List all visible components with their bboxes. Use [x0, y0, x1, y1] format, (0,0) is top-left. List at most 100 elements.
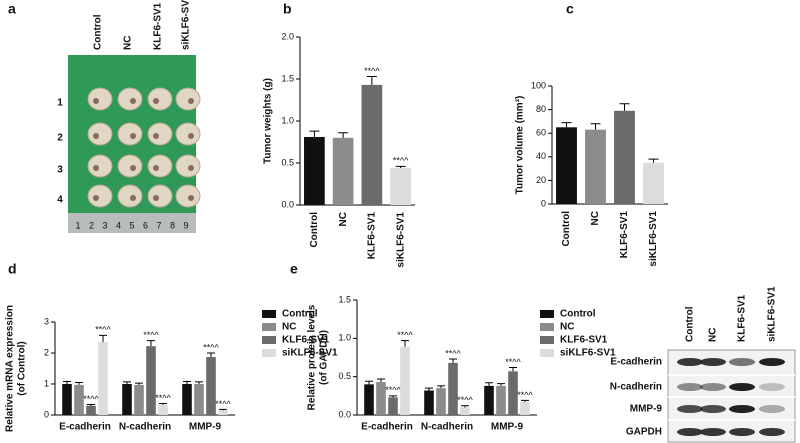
tumor-spot	[93, 195, 99, 201]
x-tick-label: NC	[590, 211, 601, 225]
bar	[643, 162, 664, 204]
ruler	[68, 213, 196, 233]
ruler-number: 3	[102, 220, 107, 230]
legend-swatch	[540, 336, 554, 344]
tumor-spot	[130, 98, 136, 104]
ruler-number: 1	[75, 220, 80, 230]
bar	[74, 384, 84, 415]
bar	[122, 384, 132, 415]
x-tick-label: NC	[338, 212, 349, 226]
tumor-spot	[153, 195, 159, 201]
tumor-spot	[130, 133, 136, 139]
blot-row-label: MMP-9	[630, 404, 663, 415]
significance: **^^	[505, 357, 521, 367]
error-bar	[365, 380, 373, 385]
error-bar	[195, 381, 203, 384]
tumor-spot	[188, 165, 194, 171]
tumor-spot	[188, 133, 194, 139]
error-bar	[461, 405, 469, 408]
error-bar	[497, 383, 505, 386]
ruler-number: 6	[143, 220, 148, 230]
significance: **^^	[143, 330, 159, 340]
legend-label: siKLF6-SV1	[560, 348, 616, 359]
bar	[376, 382, 386, 415]
photo-column-label: siKLF6-SV1	[181, 0, 192, 50]
y-tick-label: 80	[536, 104, 546, 114]
x-tick-label: MMP-9	[491, 422, 524, 433]
tumor-spot	[153, 98, 159, 104]
y-tick-label: 1.5	[338, 294, 351, 304]
error-bar	[401, 340, 409, 347]
y-tick-label: 2	[44, 347, 49, 357]
legend-swatch	[262, 349, 276, 357]
x-tick-label: Control	[561, 211, 572, 247]
tumor	[87, 87, 113, 111]
legend-label: KLF6-SV1	[560, 335, 608, 346]
panel-letter: b	[283, 1, 292, 17]
error-bar	[159, 403, 167, 405]
x-tick-label: E-cadherin	[59, 422, 111, 433]
photo-row-label: 2	[57, 133, 63, 144]
photo-row-label: 1	[57, 98, 63, 109]
blot-band	[677, 358, 703, 366]
error-bar	[509, 366, 517, 372]
y-tick-label: 20	[536, 175, 546, 185]
tumor	[117, 122, 143, 146]
significance: **^^	[155, 393, 171, 403]
blot-band	[729, 405, 755, 413]
error-bar	[449, 358, 457, 363]
y-tick-label: 1.5	[281, 73, 294, 83]
ruler-number: 9	[183, 220, 188, 230]
legend-swatch	[540, 323, 554, 331]
bar	[614, 110, 635, 204]
legend-label: NC	[282, 322, 296, 333]
blot-band	[759, 405, 785, 413]
significance: **^^	[393, 156, 409, 166]
significance: **^^	[215, 399, 231, 409]
error-bar	[485, 382, 493, 386]
blot-band	[759, 358, 785, 366]
tumor	[117, 154, 143, 178]
photo-column-label: KLF6-SV1	[153, 2, 164, 50]
tumor	[147, 184, 173, 208]
y-axis-label: Tumor weights (g)	[263, 78, 274, 164]
blot-column-label: NC	[708, 328, 719, 342]
significance: **^^	[397, 330, 413, 340]
legend-label: KLF6-SV1	[282, 335, 330, 346]
blot-band	[729, 428, 755, 436]
bar	[460, 407, 470, 415]
blot-row-label: E-cadherin	[610, 357, 662, 368]
blot-band	[677, 428, 703, 436]
bar	[182, 384, 192, 415]
tumor	[87, 184, 113, 208]
tumor-spot	[188, 98, 194, 104]
bar	[332, 137, 354, 205]
blot-band	[700, 383, 726, 391]
bar	[520, 401, 530, 415]
bar	[158, 404, 168, 415]
panel-letter: a	[8, 1, 16, 17]
significance: **^^	[517, 390, 533, 400]
blot-band	[677, 383, 703, 391]
error-bar	[63, 381, 71, 384]
photo-column-label: NC	[123, 36, 134, 50]
panel-letter: c	[566, 1, 574, 17]
x-tick-label: N-cadherin	[421, 422, 473, 433]
blot-band	[759, 428, 785, 436]
photo-column-label: Control	[93, 14, 104, 50]
blot-band	[677, 405, 703, 413]
x-tick-label: KLF6-SV1	[619, 211, 630, 259]
bar	[448, 362, 458, 415]
tumor-spot	[153, 133, 159, 139]
bar	[400, 346, 410, 415]
legend-swatch	[540, 349, 554, 357]
tumor	[175, 154, 201, 178]
y-tick-label: 100	[531, 80, 546, 90]
bar	[206, 357, 216, 415]
x-tick-label: N-cadherin	[119, 422, 171, 433]
legend-label: Control	[560, 309, 596, 320]
y-tick-label: 1.0	[338, 333, 351, 343]
blot-band	[759, 383, 785, 391]
blot-band	[700, 428, 726, 436]
